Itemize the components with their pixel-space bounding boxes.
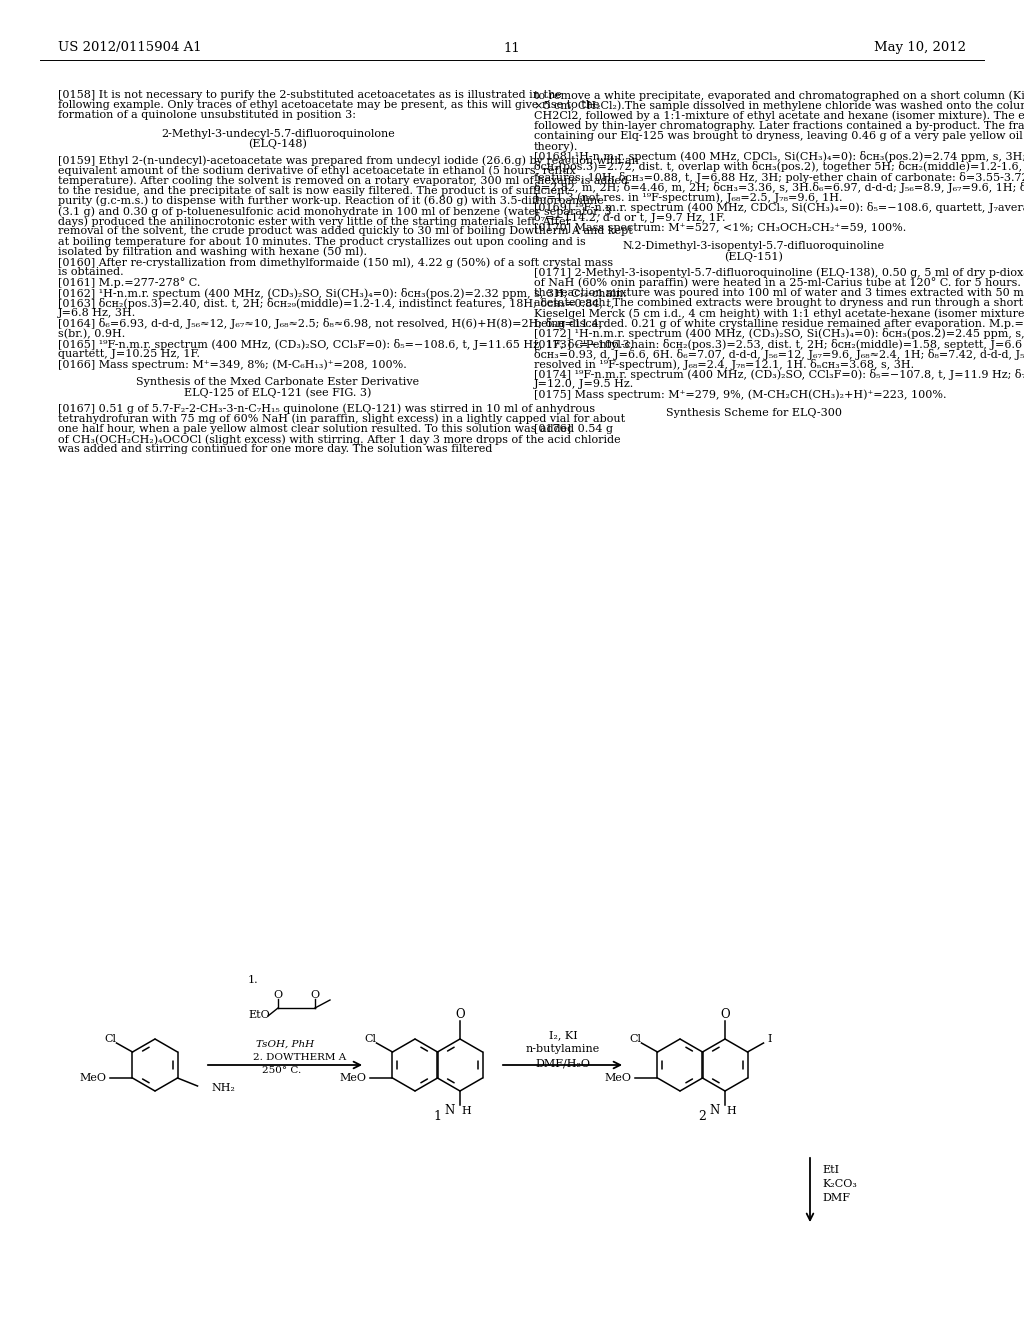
Text: ELQ-125 of ELQ-121 (see FIG. 3): ELQ-125 of ELQ-121 (see FIG. 3) — [184, 387, 372, 397]
Text: δᴄʜ₂(pos.3)=2.72, dist. t, overlap with δᴄʜ₃(pos.2), together 5H; δᴄʜ₂(middle)=1: δᴄʜ₂(pos.3)=2.72, dist. t, overlap with … — [534, 161, 1024, 173]
Text: (ELQ-148): (ELQ-148) — [249, 139, 307, 149]
Text: days) produced the anilinocrotonic ester with very little of the starting materi: days) produced the anilinocrotonic ester… — [58, 216, 571, 227]
Text: O: O — [720, 1007, 730, 1020]
Text: δ₇=−114.2, d-d or t, J=9.7 Hz, 1F.: δ₇=−114.2, d-d or t, J=9.7 Hz, 1F. — [534, 213, 725, 223]
Text: [0169] ¹⁹F-n.m.r. spectrum (400 MHz, CDCl₃, Si(CH₃)₄=0): δ₅=−108.6, quartett, J₇: [0169] ¹⁹F-n.m.r. spectrum (400 MHz, CDC… — [534, 202, 1024, 214]
Text: [0159] Ethyl 2-(n-undecyl)-acetoacetate was prepared from undecyl iodide (26.6.g: [0159] Ethyl 2-(n-undecyl)-acetoacetate … — [58, 154, 639, 165]
Text: theory).: theory). — [534, 141, 579, 152]
Text: H: H — [726, 1106, 736, 1115]
Text: 2-Methyl-3-undecyl-5.7-difluoroquinolone: 2-Methyl-3-undecyl-5.7-difluoroquinolone — [161, 128, 395, 139]
Text: s(br.), 0.9H.: s(br.), 0.9H. — [58, 329, 125, 339]
Text: 11: 11 — [504, 41, 520, 54]
Text: n-butylamine: n-butylamine — [526, 1044, 600, 1053]
Text: isolated by filtration and washing with hexane (50 ml).: isolated by filtration and washing with … — [58, 247, 367, 257]
Text: followed by thin-layer chromatography. Later fractions contained a by-product. T: followed by thin-layer chromatography. L… — [534, 120, 1024, 131]
Text: [0171] 2-Methyl-3-isopentyl-5.7-difluoroquinoline (ELQ-138), 0.50 g, 5 ml of dry: [0171] 2-Methyl-3-isopentyl-5.7-difluoro… — [534, 267, 1024, 277]
Text: [0172] ¹H-n.m.r. spectrum (400 MHz, (CD₃)₂SO, Si(CH₃)₄=0): δᴄʜ₃(pos.2)=2.45 ppm,: [0172] ¹H-n.m.r. spectrum (400 MHz, (CD₃… — [534, 329, 1024, 339]
Text: 1: 1 — [433, 1110, 441, 1123]
Text: TsOH, PhH: TsOH, PhH — [256, 1040, 314, 1049]
Text: of NaH (60% onin paraffin) were heated in a 25-ml-Carius tube at 120° C. for 5 h: of NaH (60% onin paraffin) were heated i… — [534, 277, 1024, 288]
Text: Synthesis Scheme for ELQ-300: Synthesis Scheme for ELQ-300 — [666, 408, 842, 418]
Text: resolved in ¹⁹F-spectrum), J₆₈=2.4, J₇₈=12.1, 1H. δₙᴄʜ₃=3.68, s, 3H.: resolved in ¹⁹F-spectrum), J₆₈=2.4, J₇₈=… — [534, 359, 914, 370]
Text: being discarded. 0.21 g of white crystalline residue remained after evaporation.: being discarded. 0.21 g of white crystal… — [534, 318, 1024, 329]
Text: is obtained.: is obtained. — [58, 267, 124, 277]
Text: [0164] δ₆=6.93, d-d-d, J₅₆≈12, J₆₇≈10, J₆₈≈2.5; δ₈≈6.98, not resolved, H(6)+H(8): [0164] δ₆=6.93, d-d-d, J₅₆≈12, J₆₇≈10, J… — [58, 318, 602, 329]
Text: to remove a white precipitate, evaporated and chromatographed on a short column : to remove a white precipitate, evaporate… — [534, 90, 1024, 100]
Text: at boiling temperature for about 10 minutes. The product crystallizes out upon c: at boiling temperature for about 10 minu… — [58, 236, 586, 247]
Text: NH₂: NH₂ — [212, 1082, 236, 1093]
Text: CH2Cl2, followed by a 1:1-mixture of ethyl acetate and hexane (isomer mixture). : CH2Cl2, followed by a 1:1-mixture of eth… — [534, 111, 1024, 121]
Text: δᴄʜ₃=0.93, d, J=6.6, 6H. δ₆=7.07, d-d-d, J₅₆=12, J₆₇=9.6, J₆₈≈2.4, 1H; δ₈=7.42, : δᴄʜ₃=0.93, d, J=6.6, 6H. δ₆=7.07, d-d-d,… — [534, 348, 1024, 360]
Text: J₈₇=1.3 (not res. in ¹⁹F-spectrum), J₆₈=2.5, J₇₈=9.6, 1H.: J₈₇=1.3 (not res. in ¹⁹F-spectrum), J₆₈=… — [534, 191, 844, 202]
Text: [0170] Mass spectrum: M⁺=527, <1%; CH₃OCH₂CH₂⁺=59, 100%.: [0170] Mass spectrum: M⁺=527, <1%; CH₃OC… — [534, 223, 906, 232]
Text: Cl: Cl — [630, 1034, 641, 1044]
Text: 2: 2 — [698, 1110, 707, 1123]
Text: acetate each. The combined extracts were brought to dryness and run through a sh: acetate each. The combined extracts were… — [534, 298, 1024, 308]
Text: [0158] It is not necessary to purify the 2-substituted acetoacetates as is illus: [0158] It is not necessary to purify the… — [58, 90, 562, 100]
Text: [0175] Mass spectrum: M⁺=279, 9%, (M-CH₂CH(CH₃)₂+H)⁺=223, 100%.: [0175] Mass spectrum: M⁺=279, 9%, (M-CH₂… — [534, 389, 946, 400]
Text: quartett, J=10.25 Hz, 1F.: quartett, J=10.25 Hz, 1F. — [58, 348, 200, 359]
Text: δ=2.82, m, 2H; δ=4.46, m, 2H; δᴄʜ₃=3.36, s, 3H.δ₆=6.97, d-d-d; J₅₆=8.9, J₆₇=9.6,: δ=2.82, m, 2H; δ=4.46, m, 2H; δᴄʜ₃=3.36,… — [534, 182, 1024, 193]
Text: O: O — [456, 1007, 465, 1020]
Text: 250° C.: 250° C. — [262, 1067, 301, 1074]
Text: Kieselgel Merck (5 cm i.d., 4 cm height) with 1:1 ethyl acetate-hexane (isomer m: Kieselgel Merck (5 cm i.d., 4 cm height)… — [534, 308, 1024, 318]
Text: tetrahydrofuran with 75 mg of 60% NaH (in paraffin, slight excess) in a lightly : tetrahydrofuran with 75 mg of 60% NaH (i… — [58, 413, 625, 424]
Text: the reaction mixture was poured into 100 ml of water and 3 times extracted with : the reaction mixture was poured into 100… — [534, 288, 1024, 297]
Text: N.2-Dimethyl-3-isopentyl-5.7-difluoroquinoline: N.2-Dimethyl-3-isopentyl-5.7-difluoroqui… — [623, 240, 885, 251]
Text: Cl: Cl — [104, 1034, 117, 1044]
Text: MeO: MeO — [79, 1073, 105, 1082]
Text: [0174] ¹⁹F-n.m.r. spectrum (400 MHz, (CD₃)₂SO, CCl₃F=0): δ₅=−107.8, t, J=11.9 Hz: [0174] ¹⁹F-n.m.r. spectrum (400 MHz, (CD… — [534, 370, 1024, 380]
Text: MeO: MeO — [604, 1073, 631, 1082]
Text: I: I — [767, 1034, 772, 1044]
Text: [0166] Mass spectrum: M⁺=349, 8%; (M-C₆H₁₃)⁺=208, 100%.: [0166] Mass spectrum: M⁺=349, 8%; (M-C₆H… — [58, 359, 407, 370]
Text: US 2012/0115904 A1: US 2012/0115904 A1 — [58, 41, 202, 54]
Text: MeO: MeO — [339, 1073, 366, 1082]
Text: (ELQ-151): (ELQ-151) — [725, 251, 783, 261]
Text: [0168] ¹H-n.m.r. spectum (400 MHz, CDCl₃, Si(CH₃)₄=0): δᴄʜ₃(pos.2)=2.74 ppm, s, : [0168] ¹H-n.m.r. spectum (400 MHz, CDCl₃… — [534, 152, 1024, 162]
Text: EtO: EtO — [248, 1010, 269, 1020]
Text: [0173] CᴵPentyl-chain: δᴄʜ₂(pos.3)=2.53, dist. t, 2H; δᴄʜ₂(middle)=1.58, septett: [0173] CᴵPentyl-chain: δᴄʜ₂(pos.3)=2.53,… — [534, 339, 1024, 350]
Text: was added and stirring continued for one more day. The solution was filtered: was added and stirring continued for one… — [58, 445, 493, 454]
Text: N: N — [710, 1105, 720, 1118]
Text: one half hour, when a pale yellow almost clear solution resulted. To this soluti: one half hour, when a pale yellow almost… — [58, 424, 613, 434]
Text: temperature). After cooling the solvent is removed on a rotary evaporator, 300 m: temperature). After cooling the solvent … — [58, 176, 628, 186]
Text: purity (g.c-m.s.) to dispense with further work-up. Reaction of it (6.80 g) with: purity (g.c-m.s.) to dispense with furth… — [58, 195, 604, 206]
Text: following example. Only traces of ethyl acetoacetate may be present, as this wil: following example. Only traces of ethyl … — [58, 100, 599, 110]
Text: 1.: 1. — [248, 975, 259, 985]
Text: I₂, KI: I₂, KI — [549, 1030, 578, 1040]
Text: equivalent amount of the sodium derivative of ethyl acetoacetate in ethanol (5 h: equivalent amount of the sodium derivati… — [58, 165, 575, 176]
Text: [0162] ¹H-n.m.r. spectum (400 MHz, (CD₃)₂SO, Si(CH₃)₄=0): δᴄʜ₃(pos.2)=2.32 ppm, : [0162] ¹H-n.m.r. spectum (400 MHz, (CD₃)… — [58, 288, 627, 298]
Text: O: O — [310, 990, 319, 1001]
Text: DMF/H₂O: DMF/H₂O — [536, 1059, 591, 1068]
Text: J=6.8 Hz, 3H.: J=6.8 Hz, 3H. — [58, 308, 136, 318]
Text: Synthesis of the Mxed Carbonate Ester Derivative: Synthesis of the Mxed Carbonate Ester De… — [136, 378, 420, 387]
Text: ×5 cm, CH₂Cl₂).The sample dissolved in methylene chloride was washed onto the co: ×5 cm, CH₂Cl₂).The sample dissolved in m… — [534, 100, 1024, 111]
Text: [0167] 0.51 g of 5.7-F₂-2-CH₃-3-n-C₇H₁₅ quinolone (ELQ-121) was stirred in 10 ml: [0167] 0.51 g of 5.7-F₂-2-CH₃-3-n-C₇H₁₅ … — [58, 404, 595, 414]
Text: [0160] After re-crystallization from dimethylformaide (150 ml), 4.22 g (50%) of : [0160] After re-crystallization from dim… — [58, 257, 613, 268]
Text: N: N — [444, 1105, 455, 1118]
Text: H: H — [461, 1106, 471, 1115]
Text: containing our Elq-125 was brought to dryness, leaving 0.46 g of a very pale yel: containing our Elq-125 was brought to dr… — [534, 131, 1024, 141]
Text: [0161] M.p.=277-278° C.: [0161] M.p.=277-278° C. — [58, 277, 201, 288]
Text: [0165] ¹⁹F-n.m.r. spectrum (400 MHz, (CD₃)₂SO, CCl₃F=0): δ₅=−108.6, t, J=11.65 H: [0165] ¹⁹F-n.m.r. spectrum (400 MHz, (CD… — [58, 339, 633, 350]
Text: of CH₃(OCH₂CH₂)₄OCOCl (slight excess) with stirring. After 1 day 3 more drops of: of CH₃(OCH₂CH₂)₄OCOCl (slight excess) wi… — [58, 434, 621, 445]
Text: O: O — [273, 990, 283, 1001]
Text: to the residue, and the precipitate of salt is now easily filtered. The product : to the residue, and the precipitate of s… — [58, 186, 569, 195]
Text: Cl: Cl — [365, 1034, 377, 1044]
Text: (3.1 g) and 0.30 g of p-toluenesulfonic acid monohydrate in 100 ml of benzene (w: (3.1 g) and 0.30 g of p-toluenesulfonic … — [58, 206, 611, 216]
Text: EtI: EtI — [822, 1166, 839, 1175]
Text: [0163] δᴄʜ₂(pos.3)=2.40, dist. t, 2H; δᴄʜ₂₉(middle)=1.2-1.4, indistinct features: [0163] δᴄʜ₂(pos.3)=2.40, dist. t, 2H; δᴄ… — [58, 298, 614, 309]
Text: DMF: DMF — [822, 1193, 850, 1203]
Text: K₂CO₃: K₂CO₃ — [822, 1179, 857, 1189]
Text: J=12.0, J=9.5 Hz.: J=12.0, J=9.5 Hz. — [534, 379, 634, 389]
Text: [0176]: [0176] — [534, 422, 571, 433]
Text: removal of the solvent, the crude product was added quickly to 30 ml of boiling : removal of the solvent, the crude produc… — [58, 227, 633, 236]
Text: formation of a quinolone unsubstituted in position 3:: formation of a quinolone unsubstituted i… — [58, 111, 356, 120]
Text: May 10, 2012: May 10, 2012 — [874, 41, 966, 54]
Text: features, 10H; δᴄʜ₃=0.88, t, J=6.88 Hz, 3H; poly-ether chain of carbonate: δ=3.5: features, 10H; δᴄʜ₃=0.88, t, J=6.88 Hz, … — [534, 172, 1024, 182]
Text: 2. DOWTHERM A: 2. DOWTHERM A — [253, 1053, 346, 1063]
